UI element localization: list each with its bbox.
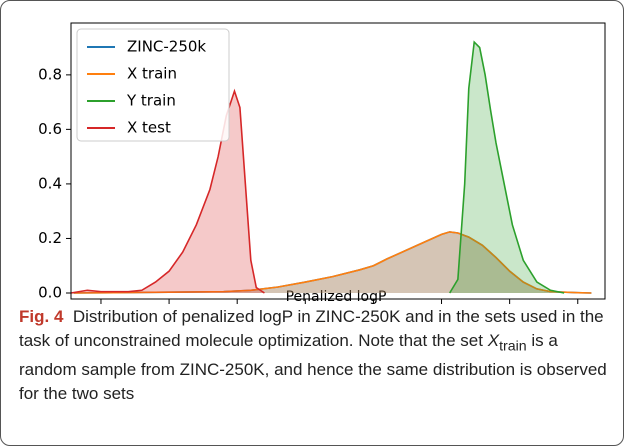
x-axis-label: Penalized logP: [286, 289, 387, 305]
caption: Fig. 4 Distribution of penalized logP in…: [19, 305, 609, 406]
legend-box: [76, 28, 230, 142]
area-fill: [71, 91, 265, 293]
caption-label: Fig. 4: [19, 307, 64, 326]
line: [449, 40, 565, 294]
axes-frame: [70, 22, 606, 300]
caption-sub: train: [499, 338, 527, 355]
y-tick-label: 0.0: [38, 284, 62, 302]
y-tick-label: 0.4: [38, 174, 62, 192]
legend-label: ZINC-250k: [127, 38, 206, 56]
area-fill: [449, 42, 565, 293]
legend-label: X train: [127, 65, 177, 83]
y-tick-label: 0.2: [38, 229, 62, 247]
y-tick-label: 0.6: [38, 120, 62, 138]
caption-text: Distribution of penalized logP in ZINC-2…: [19, 307, 604, 350]
caption-text: is a random sample from ZINC-250K, and h…: [19, 331, 607, 404]
area-fill: [73, 231, 592, 293]
caption-var: X: [487, 331, 500, 350]
legend-label: Y train: [126, 92, 176, 110]
legend-label: X test: [127, 119, 171, 137]
chart: Penalized logP 0.00.20.40.60.8−12.5−10.0…: [38, 22, 606, 322]
line: [70, 88, 265, 294]
line: [73, 231, 592, 294]
area-fill: [73, 231, 592, 293]
y-tick-label: 0.8: [38, 65, 62, 83]
